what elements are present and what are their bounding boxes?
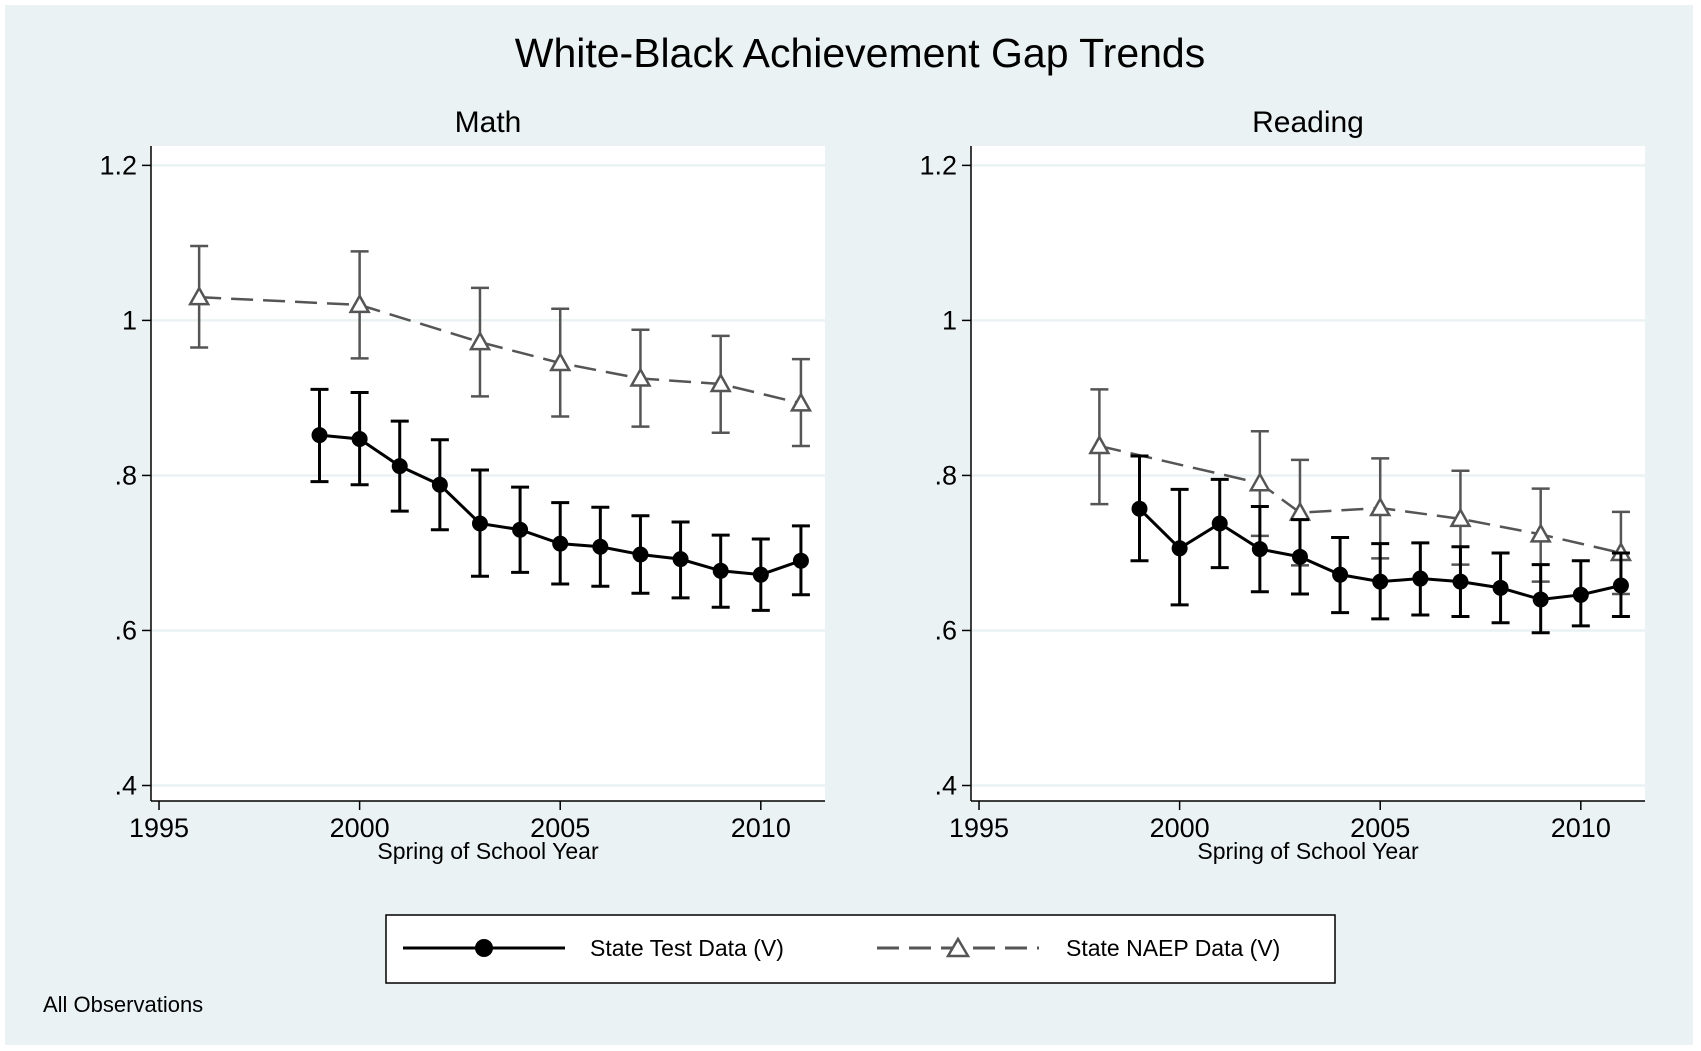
reading-state-naep-point bbox=[1449, 507, 1472, 528]
math-state-test-point bbox=[712, 562, 729, 579]
reading-y-tick-label: 1 bbox=[942, 305, 957, 335]
math-state-test-point bbox=[512, 521, 529, 538]
reading-x-tick-label: 2005 bbox=[1350, 813, 1410, 843]
reading-state-test-point bbox=[1492, 579, 1509, 596]
reading-x-tick-label: 2010 bbox=[1551, 813, 1611, 843]
math-state-test-point bbox=[391, 458, 408, 475]
math-y-tick-label: .4 bbox=[114, 770, 137, 800]
reading-state-test-point bbox=[1332, 566, 1349, 583]
math-state-test-point bbox=[311, 427, 328, 444]
math-state-naep-point bbox=[629, 366, 652, 387]
legend-state-naep-marker bbox=[945, 936, 971, 958]
math-state-test-point bbox=[752, 566, 769, 583]
math-state-test-point bbox=[792, 552, 809, 569]
reading-state-test-point bbox=[1412, 570, 1429, 587]
reading-state-test-point bbox=[1452, 573, 1469, 590]
reading-x-axis-title: Spring of School Year bbox=[1197, 838, 1419, 864]
reading-y-tick-label: 1.2 bbox=[919, 150, 957, 180]
math-plot-area bbox=[151, 146, 825, 801]
math-state-naep-point bbox=[709, 372, 732, 393]
math-y-tick-label: .8 bbox=[114, 460, 137, 490]
reading-state-test-point bbox=[1612, 577, 1629, 594]
reading-panel: Reading .4 .6 .8 1 1.2 1995 2000 2005 2010 Spring … bbox=[919, 106, 1645, 864]
reading-state-test-point bbox=[1372, 573, 1389, 590]
reading-state-test-point bbox=[1291, 548, 1308, 565]
math-y-tick-label: 1.2 bbox=[99, 150, 137, 180]
math-y-tick-label: .6 bbox=[114, 615, 137, 645]
reading-x-tick-label: 1995 bbox=[949, 813, 1009, 843]
math-state-test-point bbox=[471, 515, 488, 532]
math-state-test-point bbox=[592, 538, 609, 555]
math-x-tick-label: 1995 bbox=[129, 813, 189, 843]
reading-state-test-point bbox=[1532, 591, 1549, 608]
math-panel: Math .4 .6 .8 1 1.2 1995 2000 2005 2010 Spring of … bbox=[99, 106, 825, 864]
math-x-tick-label: 2000 bbox=[330, 813, 390, 843]
reading-state-test-point bbox=[1251, 541, 1268, 558]
reading-y-tick-label: .4 bbox=[934, 770, 957, 800]
legend-state-naep-label: State NAEP Data (V) bbox=[1066, 935, 1280, 961]
math-x-axis-title: Spring of School Year bbox=[377, 838, 599, 864]
reading-state-test-point bbox=[1572, 586, 1589, 603]
math-state-naep-point bbox=[348, 293, 371, 314]
math-state-test-point bbox=[672, 551, 689, 568]
reading-plot-area bbox=[971, 146, 1645, 801]
footnote: All Observations bbox=[43, 992, 203, 1017]
reading-state-naep-point bbox=[1369, 496, 1392, 517]
math-state-test-point bbox=[351, 431, 368, 448]
math-state-test-point bbox=[552, 535, 569, 552]
legend: State Test Data (V) State NAEP Data (V) bbox=[385, 914, 1336, 984]
math-state-naep-point bbox=[789, 391, 813, 412]
reading-state-test-point bbox=[1131, 500, 1148, 517]
math-x-tick-label: 2010 bbox=[731, 813, 791, 843]
math-state-test-point bbox=[431, 476, 448, 493]
reading-x-tick-label: 2000 bbox=[1150, 813, 1210, 843]
reading-state-test-point bbox=[1171, 540, 1188, 557]
chart-canvas: White-Black Achievement Gap Trends Math.… bbox=[43, 30, 1645, 1017]
figure-background: White-Black Achievement Gap Trends Math.… bbox=[5, 5, 1693, 1045]
reading-state-naep-point bbox=[1088, 434, 1111, 455]
math-y-tick-label: 1 bbox=[122, 305, 137, 335]
math-panel-title: Math bbox=[455, 106, 522, 139]
legend-state-test-marker bbox=[475, 939, 493, 957]
math-state-naep-point bbox=[468, 330, 492, 351]
reading-state-test-point bbox=[1211, 515, 1228, 532]
reading-state-naep-point bbox=[1529, 522, 1552, 543]
reading-y-tick-label: .6 bbox=[934, 615, 957, 645]
legend-state-test-label: State Test Data (V) bbox=[590, 935, 784, 961]
reading-y-tick-label: .8 bbox=[934, 460, 957, 490]
chart-title: White-Black Achievement Gap Trends bbox=[515, 30, 1205, 76]
reading-state-naep-point bbox=[1248, 471, 1271, 492]
math-state-test-point bbox=[632, 546, 649, 563]
math-x-tick-label: 2005 bbox=[530, 813, 590, 843]
math-state-naep-point bbox=[188, 285, 211, 306]
reading-panel-title: Reading bbox=[1252, 106, 1364, 139]
math-state-naep-point bbox=[549, 351, 572, 372]
